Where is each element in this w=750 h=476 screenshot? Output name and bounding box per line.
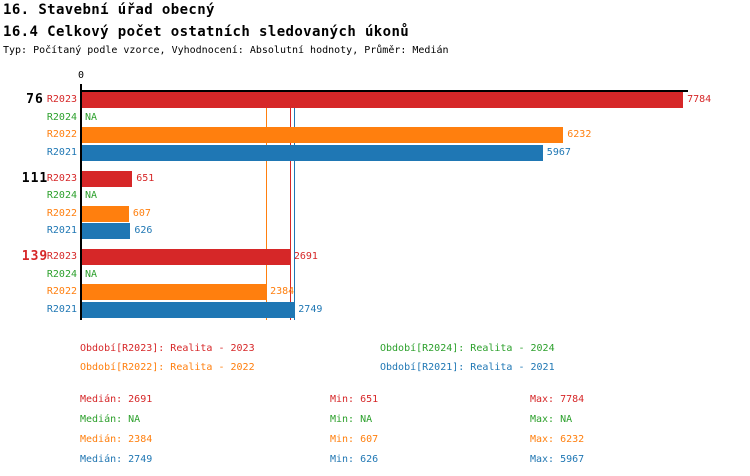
row-label-R2023: R2023 (46, 94, 77, 105)
bar-R2023 (82, 249, 290, 265)
bar-R2022 (82, 284, 267, 300)
legend-item-R2022: Období[R2022]: Realita - 2022 (80, 362, 255, 373)
row-label-R2021: R2021 (46, 146, 77, 158)
legend-item-R2021: Období[R2021]: Realita - 2021 (380, 362, 555, 373)
legend-item-R2023: Období[R2023]: Realita - 2023 (80, 343, 255, 354)
bar-value-label: 651 (136, 172, 155, 184)
row-label-R2024: R2024 (46, 268, 77, 280)
bar-value-label: 2384 (270, 286, 295, 297)
median-line-R2022 (266, 92, 268, 320)
bar-value-label: 5967 (546, 146, 571, 158)
row-label-R2021: R2021 (46, 303, 77, 315)
row-label-R2022: R2022 (46, 286, 77, 297)
stat-max-R2024: Max: NA (530, 414, 573, 425)
na-label-R2024: NA (85, 268, 98, 280)
stat-max-R2023: Max: 7784 (530, 394, 585, 405)
stat-median-R2023: Medián: 2691 (80, 394, 153, 405)
row-label-R2023: R2023 (46, 172, 77, 184)
bar-R2022 (82, 127, 564, 143)
row-label-R2024: R2024 (46, 190, 77, 201)
row-label-R2021: R2021 (46, 225, 77, 236)
legend-item-R2024: Období[R2024]: Realita - 2024 (380, 343, 555, 354)
row-label-R2023: R2023 (46, 251, 77, 262)
bar-R2022 (82, 205, 129, 222)
group-label: 111 (21, 170, 49, 186)
group-label: 139 (21, 249, 49, 264)
bar-value-label: 607 (132, 207, 151, 219)
bar-value-label: 6232 (567, 129, 592, 140)
median-line-R2023 (289, 92, 291, 320)
bar-value-label: 7784 (687, 94, 712, 105)
chart-title: 16. Stavební úřad obecný (3, 2, 215, 18)
stat-max-R2022: Max: 6232 (530, 434, 585, 445)
stat-min-R2023: Min: 651 (330, 394, 379, 405)
stat-min-R2024: Min: NA (330, 414, 373, 425)
stat-min-R2022: Min: 607 (330, 434, 379, 445)
bar-value-label: 626 (134, 225, 153, 236)
bar-R2021 (82, 223, 131, 239)
x-axis-line (80, 90, 688, 92)
bar-R2021 (82, 144, 543, 161)
row-label-R2022: R2022 (46, 129, 77, 140)
na-label-R2024: NA (85, 190, 98, 201)
stat-max-R2021: Max: 5967 (530, 454, 585, 465)
x-axis-origin-tick-label: 0 (77, 70, 85, 81)
na-label-R2024: NA (85, 111, 98, 123)
stat-median-R2022: Medián: 2384 (80, 434, 153, 445)
group-label: 76 (26, 92, 44, 107)
chart-meta: Typ: Počítaný podle vzorce, Vyhodnocení:… (3, 45, 449, 56)
bar-R2023 (82, 92, 684, 108)
median-line-R2021 (294, 92, 296, 320)
bar-R2023 (82, 170, 133, 187)
row-label-R2024: R2024 (46, 111, 77, 123)
bar-value-label: 2691 (293, 251, 318, 262)
bar-R2021 (82, 301, 295, 318)
stat-median-R2021: Medián: 2749 (80, 454, 153, 465)
row-label-R2022: R2022 (46, 207, 77, 219)
chart-subtitle: 16.4 Celkový počet ostatních sledovaných… (3, 24, 410, 40)
y-axis-line (80, 84, 82, 320)
bar-value-label: 2749 (298, 303, 323, 315)
stat-median-R2024: Medián: NA (80, 414, 141, 425)
stat-min-R2021: Min: 626 (330, 454, 379, 465)
